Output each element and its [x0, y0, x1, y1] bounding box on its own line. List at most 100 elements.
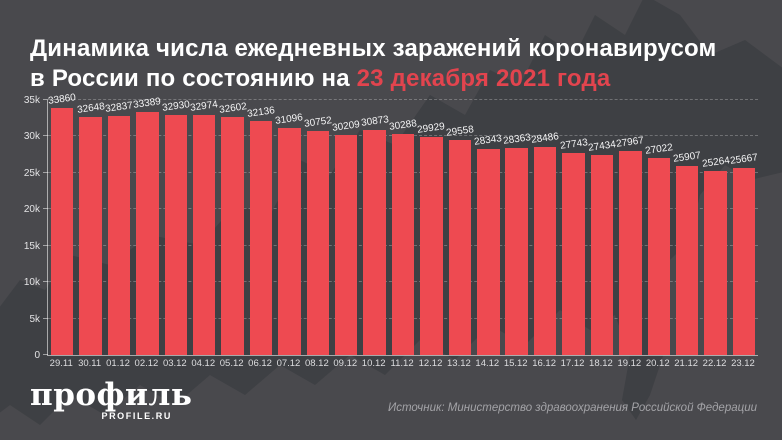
title-line2-white: в России по состоянию на: [30, 65, 357, 93]
bar-slot: 32602: [218, 100, 247, 355]
bar: [675, 166, 699, 355]
bar-slot: 28343: [473, 100, 503, 355]
y-axis-tick: [43, 208, 48, 210]
bar-value-label: 27434: [587, 139, 617, 155]
x-axis-tick-label: 07.12: [276, 358, 301, 369]
bar: [164, 115, 188, 355]
x-axis-tick-label: 21.12: [674, 358, 699, 369]
x-axis-tick-label: 23.12: [731, 358, 755, 369]
bar: [363, 130, 386, 355]
y-axis-tick: [43, 244, 48, 246]
x-axis-tick-label: 01.12: [106, 358, 130, 369]
x-axis-tick-label: 13.12: [447, 358, 471, 369]
bar-slot: 30209: [331, 100, 361, 355]
bar-slot: 32837: [104, 99, 134, 355]
y-axis-tick: [43, 99, 48, 100]
bar-slot: 32930: [161, 99, 190, 355]
y-axis-tick-label: 10k: [23, 277, 40, 289]
bar-value-label: 28343: [473, 132, 503, 148]
x-axis-tick-label: 04.12: [191, 358, 216, 369]
y-axis-tick: [43, 317, 48, 319]
bar-value-label: 30873: [360, 114, 390, 129]
bar-value-label: 32974: [189, 98, 219, 114]
x-axis-tick-label: 14.12: [475, 358, 500, 369]
bar-value-label: 25667: [729, 152, 759, 167]
bar: [505, 148, 528, 355]
bar-slot: 27434: [587, 100, 617, 355]
bar-slot: 25264: [701, 100, 731, 355]
bar-slot: 32136: [246, 100, 276, 355]
bar-slot: 31096: [275, 100, 304, 355]
y-axis-tick: [43, 135, 48, 137]
bar: [590, 155, 614, 355]
bar-value-label: 27022: [644, 142, 674, 158]
bar: [249, 120, 273, 355]
page-title: Динамика числа ежедневных заражений коро…: [30, 34, 770, 94]
source-attribution: Источник: Министерство здравоохранения Р…: [388, 402, 757, 414]
bar: [647, 158, 670, 355]
bar-slot: 27967: [616, 100, 645, 355]
y-axis-tick: [43, 281, 48, 283]
y-axis-labels: 0 5k 10k 15k 20k 25k 30k 35k: [0, 95, 40, 361]
y-axis-tick-label: 15k: [23, 240, 40, 252]
y-axis-tick-label: 0: [34, 350, 40, 361]
x-axis-tick-label: 03.12: [162, 358, 187, 369]
logo-wordmark: профиль: [30, 377, 193, 413]
bar-value-label: 29558: [445, 123, 475, 139]
bar-value-label: 25264: [701, 155, 731, 170]
bar-slot: 33860: [48, 92, 77, 355]
y-axis-tick-label: 20k: [23, 204, 40, 216]
bar-slot: 28363: [502, 100, 532, 355]
x-axis-tick-label: 12.12: [418, 358, 443, 369]
bar: [704, 170, 727, 355]
logo-url: PROFILE.RU: [101, 411, 172, 421]
x-axis-tick-label: 22.12: [702, 358, 727, 369]
x-axis-tick-label: 20.12: [645, 358, 670, 369]
y-axis-tick-label: 35k: [23, 95, 40, 106]
x-axis-labels: 29.11 30.11 01.12 02.12 03.12 04.12 05.12 06.12…: [47, 358, 757, 369]
bar-value-label: 28363: [502, 132, 532, 148]
bar: [562, 152, 585, 355]
x-axis-tick-label: 11.12: [390, 358, 414, 369]
bar-slot: 32974: [189, 98, 219, 355]
plot-area: 33860 32648 32837 33389 32930 32974 32602 32136…: [43, 92, 759, 356]
bar-value-label: 32136: [246, 104, 276, 120]
bar: [448, 139, 472, 355]
bar-slot: 28486: [530, 100, 560, 355]
bar: [306, 130, 330, 355]
bar-value-label: 32648: [76, 101, 106, 117]
bar-value-label: 33860: [47, 92, 77, 108]
bar: [619, 151, 642, 355]
bar-slot: 27743: [558, 100, 589, 355]
bar-slot: 27022: [644, 100, 674, 355]
bar: [79, 117, 102, 355]
x-axis-tick-label: 08.12: [304, 358, 329, 369]
bar-slot: 30873: [360, 100, 390, 355]
bar-slot: 32648: [76, 100, 106, 355]
bar: [477, 148, 500, 355]
bar-slot: 25667: [729, 100, 759, 355]
x-axis-tick-label: 18.12: [589, 358, 613, 369]
bar: [533, 147, 557, 355]
bar: [335, 134, 358, 355]
title-line1: Динамика числа ежедневных заражений коро…: [30, 35, 717, 63]
y-axis-tick-label: 30k: [23, 131, 40, 143]
y-axis-tick: [43, 171, 48, 173]
bar: [420, 136, 443, 355]
x-axis-tick-label: 30.11: [78, 358, 102, 369]
bar-value-label: 30209: [331, 119, 361, 134]
bar-value-label: 32837: [104, 99, 134, 115]
gridline: [48, 99, 758, 100]
bar-slot: 30752: [303, 100, 332, 355]
x-axis-tick-label: 19.12: [617, 358, 642, 369]
bar: [50, 108, 74, 355]
x-axis-tick-label: 16.12: [532, 358, 556, 369]
bar-value-label: 27743: [558, 136, 589, 152]
bar-value-label: 29929: [416, 121, 447, 136]
bar-slot: 29929: [416, 100, 447, 355]
bar: [391, 134, 415, 355]
bar-slot: 33389: [133, 96, 162, 355]
bar-value-label: 28486: [530, 131, 560, 147]
